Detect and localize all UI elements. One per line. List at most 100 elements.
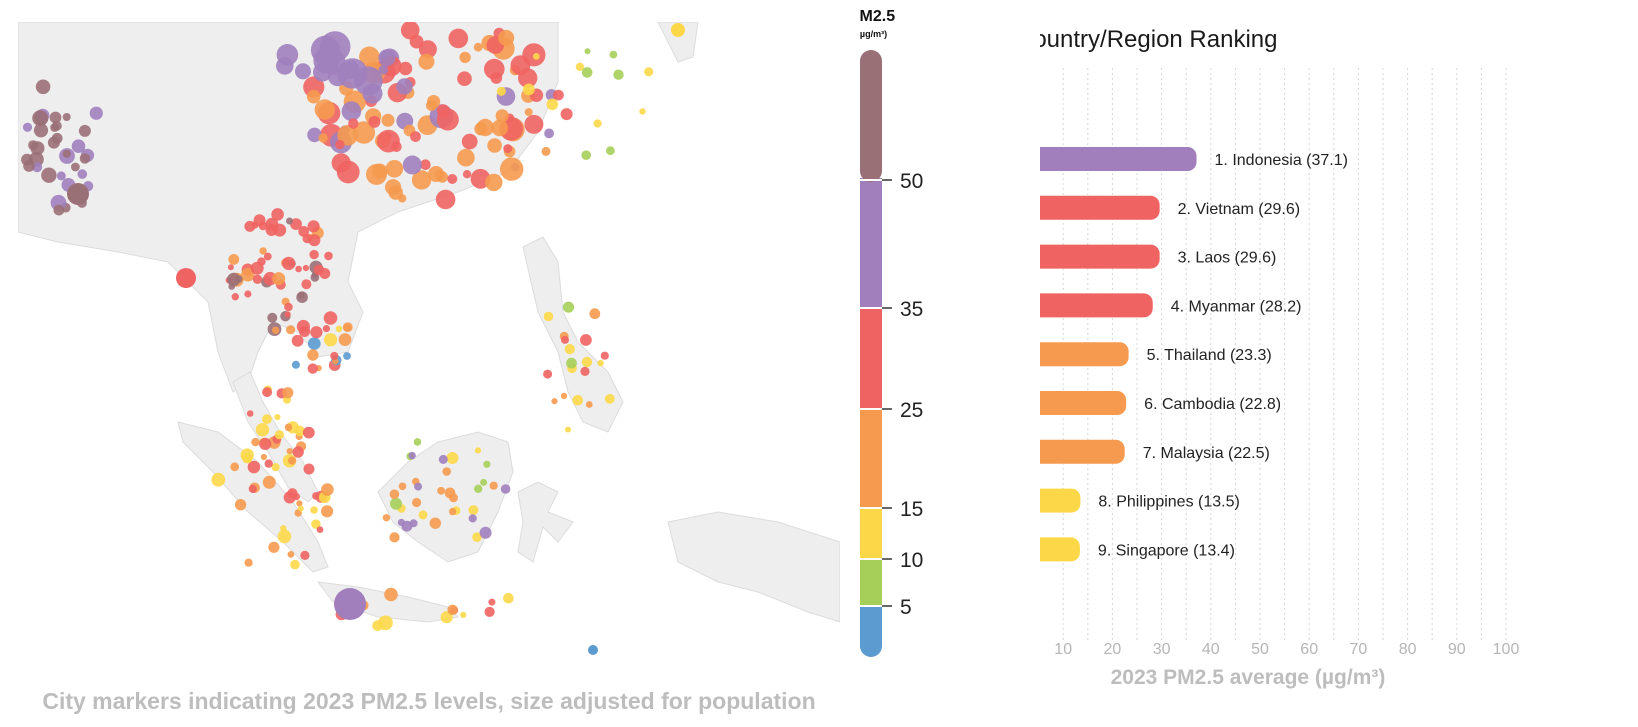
city-marker bbox=[227, 264, 234, 271]
bar-label-6: 6. Cambodia (22.8) bbox=[1144, 396, 1281, 413]
city-marker bbox=[338, 333, 352, 346]
legend-band-10-15 bbox=[860, 505, 882, 560]
city-marker bbox=[343, 352, 351, 360]
chart-bars: 1. Indonesia (37.1) 2. Vietnam (29.6) 3. L… bbox=[1040, 147, 1348, 562]
city-marker bbox=[318, 133, 328, 143]
x-tick-label: 40 bbox=[1202, 641, 1220, 658]
city-marker bbox=[385, 160, 404, 178]
city-marker bbox=[310, 506, 318, 514]
city-marker bbox=[385, 179, 402, 196]
city-marker bbox=[341, 101, 362, 121]
city-marker bbox=[400, 22, 420, 40]
city-marker bbox=[418, 53, 435, 70]
legend-tick-label: 10 bbox=[900, 549, 923, 572]
city-marker bbox=[489, 481, 498, 490]
city-marker bbox=[522, 83, 535, 96]
city-marker bbox=[299, 325, 311, 337]
city-marker bbox=[382, 514, 391, 522]
city-marker bbox=[316, 526, 324, 533]
city-marker bbox=[295, 265, 302, 273]
city-marker bbox=[50, 123, 59, 132]
city-marker bbox=[273, 223, 287, 237]
city-marker bbox=[307, 127, 322, 143]
land-philippines bbox=[522, 236, 624, 433]
city-marker bbox=[295, 63, 311, 80]
city-marker bbox=[283, 491, 296, 504]
city-marker bbox=[30, 141, 45, 156]
land-sulawesi bbox=[517, 481, 574, 563]
bar-label-8: 8. Philippines (13.5) bbox=[1098, 494, 1239, 511]
city-markers bbox=[21, 22, 685, 655]
city-marker bbox=[307, 349, 319, 361]
map-canvas bbox=[18, 22, 840, 664]
city-marker bbox=[468, 514, 477, 523]
bar-label-4: 4. Myanmar (28.2) bbox=[1171, 298, 1302, 315]
city-marker bbox=[378, 49, 396, 67]
city-marker bbox=[67, 183, 89, 205]
city-marker bbox=[176, 268, 196, 288]
city-marker bbox=[427, 95, 441, 109]
city-marker bbox=[274, 430, 284, 440]
city-marker bbox=[313, 264, 325, 276]
city-marker bbox=[487, 138, 502, 153]
city-marker bbox=[335, 139, 345, 150]
legend-tick-labels: 5 10 15 25 35 50 bbox=[860, 170, 923, 619]
city-marker bbox=[402, 155, 422, 175]
city-marker bbox=[588, 645, 598, 655]
city-marker bbox=[541, 146, 551, 156]
city-marker bbox=[483, 460, 491, 468]
city-marker bbox=[258, 221, 268, 231]
city-marker bbox=[593, 119, 602, 128]
city-marker bbox=[580, 334, 592, 346]
city-marker bbox=[262, 475, 276, 489]
city-marker bbox=[252, 274, 263, 284]
city-marker bbox=[461, 133, 478, 150]
bar-label-7: 7. Malaysia (22.5) bbox=[1143, 445, 1270, 462]
city-marker bbox=[263, 252, 272, 261]
city-marker bbox=[47, 136, 60, 149]
city-marker bbox=[448, 28, 469, 49]
chart-title: Country/Region Ranking bbox=[1040, 26, 1277, 53]
city-marker bbox=[324, 333, 338, 347]
city-marker bbox=[553, 89, 564, 101]
city-marker bbox=[294, 425, 305, 437]
bar-label-1: 1. Indonesia (37.1) bbox=[1215, 152, 1348, 169]
land-new-guinea bbox=[667, 511, 840, 623]
city-marker bbox=[546, 98, 559, 111]
city-marker bbox=[262, 414, 272, 424]
bar-label-5: 5. Thailand (23.3) bbox=[1147, 347, 1272, 364]
x-tick-label: 50 bbox=[1251, 641, 1269, 658]
city-marker bbox=[301, 279, 312, 290]
city-marker bbox=[264, 459, 273, 468]
city-marker bbox=[448, 507, 457, 516]
city-marker bbox=[613, 69, 624, 80]
city-marker bbox=[488, 598, 496, 606]
city-marker-jakarta bbox=[334, 588, 366, 620]
city-marker bbox=[250, 261, 264, 275]
city-marker bbox=[246, 410, 254, 417]
city-marker bbox=[272, 272, 286, 286]
city-marker bbox=[35, 79, 51, 95]
x-axis-label: 2023 PM2.5 average (µg/m³) bbox=[1111, 666, 1386, 689]
city-marker bbox=[435, 189, 456, 210]
bar-1 bbox=[1040, 147, 1197, 171]
x-tick-label: 60 bbox=[1300, 641, 1318, 658]
city-marker bbox=[335, 325, 343, 333]
city-marker bbox=[62, 149, 71, 158]
city-marker bbox=[268, 541, 280, 553]
legend-tick-label: 25 bbox=[900, 399, 923, 422]
city-marker bbox=[480, 478, 488, 486]
city-marker bbox=[290, 559, 300, 570]
city-marker bbox=[484, 606, 495, 618]
city-marker bbox=[420, 159, 431, 170]
city-marker bbox=[606, 146, 615, 156]
city-marker bbox=[62, 113, 71, 121]
pm25-color-legend: PM2.5 (µg/m³) 5 10 15 25 35 50 bbox=[860, 8, 923, 657]
city-marker bbox=[390, 497, 402, 510]
city-marker bbox=[22, 122, 33, 132]
city-marker bbox=[211, 472, 226, 487]
city-marker bbox=[286, 217, 293, 225]
city-marker bbox=[271, 208, 284, 221]
bar-label-2: 2. Vietnam (29.6) bbox=[1178, 201, 1300, 218]
city-marker bbox=[418, 40, 437, 59]
